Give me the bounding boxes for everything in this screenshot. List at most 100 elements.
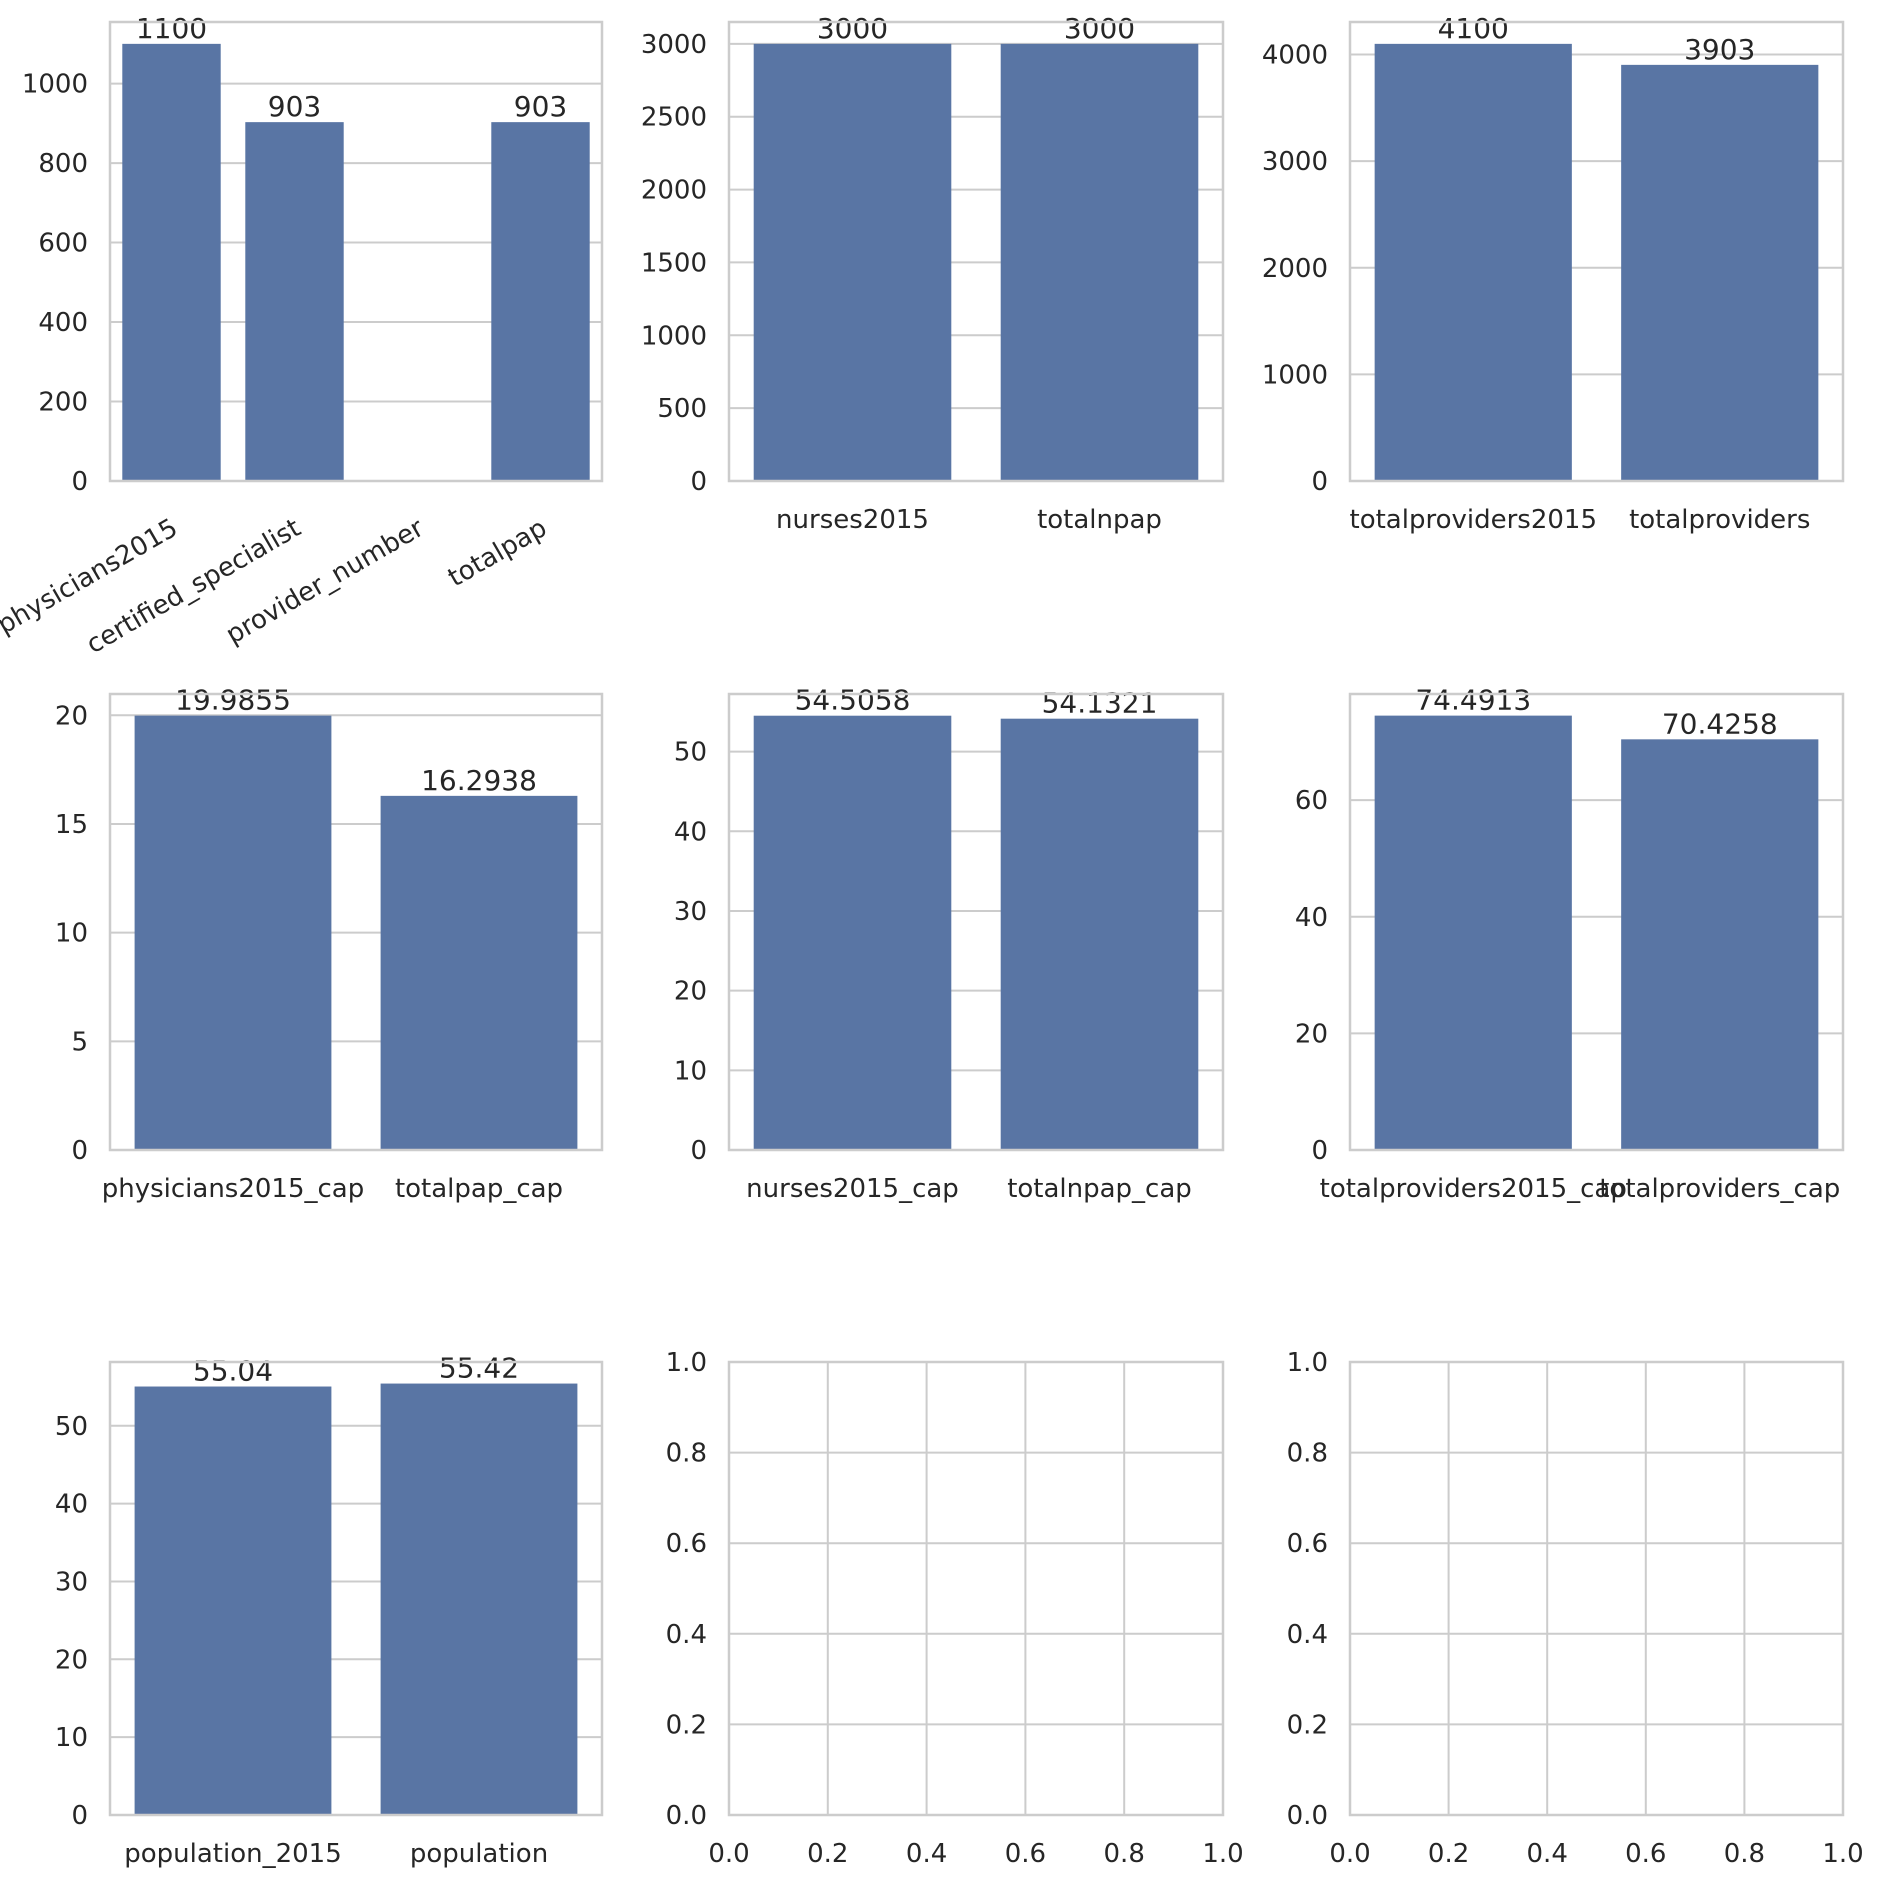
axes-frame bbox=[1348, 692, 1845, 1152]
y-tick-label: 2000 bbox=[641, 176, 707, 206]
bar bbox=[134, 1386, 332, 1815]
y-tick-label: 20 bbox=[55, 1645, 88, 1675]
subplot-9: 0.0 0.2 0.4 0.6 0.8 1.0 0.0 0.2 0.4 0.6 0.8 1.0 bbox=[1287, 1348, 1864, 1869]
bar bbox=[1374, 43, 1572, 481]
x-tick-label: certified_specialist bbox=[81, 513, 306, 660]
bar-value-label: 903 bbox=[514, 90, 567, 123]
y-tick-label: 30 bbox=[55, 1567, 88, 1597]
x-tick-label: totalnpap bbox=[1037, 505, 1162, 535]
y-tick-label: 2000 bbox=[1262, 254, 1328, 284]
x-tick-label: 0.4 bbox=[1527, 1839, 1568, 1869]
subplot-1: 020040060080010001100physicians2015903ce… bbox=[0, 12, 604, 660]
x-tick-label: totalproviders2015 bbox=[1350, 505, 1598, 535]
y-tick-label: 0.4 bbox=[1287, 1620, 1328, 1650]
x-tick-label: totalproviders2015_cap bbox=[1320, 1174, 1627, 1204]
x-tick-label: 0.8 bbox=[1724, 1839, 1765, 1869]
axes-frame bbox=[108, 1360, 604, 1817]
bar bbox=[753, 715, 952, 1150]
bar-value-label: 3903 bbox=[1684, 33, 1755, 66]
y-tick-label: 10 bbox=[55, 919, 88, 949]
x-tick-label: totalnpap_cap bbox=[1007, 1174, 1192, 1204]
subplot-3: 0 1000 2000 3000 4000 4100 totalproviders2015 3… bbox=[1262, 12, 1845, 535]
y-tick-label: 60 bbox=[1295, 786, 1328, 816]
axes-frame bbox=[108, 692, 604, 1152]
x-tick-label: 0.0 bbox=[708, 1839, 749, 1869]
x-tick-label: totalpap bbox=[443, 513, 552, 593]
y-tick-label: 0 bbox=[71, 1801, 88, 1831]
bar-value-label: 70.4258 bbox=[1662, 707, 1778, 740]
y-tick-label: 800 bbox=[38, 149, 88, 179]
y-tick-label: 1.0 bbox=[1287, 1348, 1328, 1378]
subplot-4: 0 5 10 15 20 19.9855 physicians2015_cap 16.2938… bbox=[55, 684, 604, 1204]
y-tick-label: 50 bbox=[674, 738, 707, 768]
y-tick-label: 20 bbox=[674, 977, 707, 1007]
bar-value-label: 55.42 bbox=[439, 1352, 519, 1385]
y-tick-label: 40 bbox=[674, 817, 707, 847]
y-tick-label: 1500 bbox=[641, 248, 707, 278]
y-tick-label: 200 bbox=[38, 388, 88, 418]
x-tick-label: physicians2015_cap bbox=[102, 1174, 365, 1204]
y-tick-label: 30 bbox=[674, 897, 707, 927]
y-tick-label: 400 bbox=[38, 308, 88, 338]
y-tick-label: 0.4 bbox=[666, 1620, 707, 1650]
x-tick-label: nurses2015 bbox=[776, 505, 929, 535]
bar bbox=[122, 43, 221, 481]
y-tick-label: 15 bbox=[55, 810, 88, 840]
y-tick-label: 0.8 bbox=[666, 1439, 707, 1469]
y-tick-label: 10 bbox=[674, 1056, 707, 1086]
bar-value-label: 54.5058 bbox=[795, 684, 911, 717]
subplot-8: 0.0 0.2 0.4 0.6 0.8 1.0 0.0 0.2 0.4 0.6 0.8 1.0 bbox=[666, 1348, 1244, 1869]
axes-frame bbox=[1348, 1360, 1845, 1817]
y-tick-label: 0.6 bbox=[1287, 1529, 1328, 1559]
bar bbox=[380, 795, 578, 1150]
bar-value-label: 1100 bbox=[136, 12, 207, 45]
x-tick-label: 0.0 bbox=[1329, 1839, 1370, 1869]
x-tick-label: population bbox=[410, 1839, 548, 1869]
axes-frame bbox=[108, 20, 604, 483]
x-tick-label: 0.6 bbox=[1005, 1839, 1046, 1869]
x-tick-label: totalproviders bbox=[1629, 505, 1810, 535]
y-tick-label: 0.0 bbox=[666, 1801, 707, 1831]
bar-value-label: 3000 bbox=[1064, 12, 1135, 45]
y-tick-label: 5 bbox=[71, 1027, 88, 1057]
y-tick-label: 20 bbox=[55, 701, 88, 731]
y-tick-label: 0.2 bbox=[666, 1710, 707, 1740]
bar-value-label: 3000 bbox=[817, 12, 888, 45]
bar-value-label: 54.1321 bbox=[1042, 687, 1158, 720]
y-tick-label: 1000 bbox=[22, 70, 88, 100]
y-tick-label: 3000 bbox=[1262, 147, 1328, 177]
x-tick-label: population_2015 bbox=[124, 1839, 342, 1869]
y-tick-label: 0.2 bbox=[1287, 1710, 1328, 1740]
y-tick-label: 40 bbox=[55, 1490, 88, 1520]
bar bbox=[380, 1383, 578, 1815]
y-tick-label: 0.0 bbox=[1287, 1801, 1328, 1831]
bar bbox=[491, 122, 590, 482]
y-tick-label: 2500 bbox=[641, 103, 707, 133]
y-tick-label: 10 bbox=[55, 1723, 88, 1753]
bar bbox=[134, 715, 332, 1150]
bar bbox=[1000, 43, 1199, 481]
y-tick-label: 1.0 bbox=[666, 1348, 707, 1378]
bar bbox=[1000, 718, 1199, 1150]
y-tick-label: 0 bbox=[71, 1136, 88, 1166]
bar bbox=[1374, 715, 1572, 1150]
y-tick-label: 0 bbox=[690, 467, 707, 497]
y-tick-label: 1000 bbox=[1262, 360, 1328, 390]
x-tick-label: 0.4 bbox=[906, 1839, 947, 1869]
y-tick-label: 500 bbox=[657, 394, 707, 424]
x-tick-label: 0.2 bbox=[1428, 1839, 1469, 1869]
y-tick-label: 4000 bbox=[1262, 41, 1328, 71]
y-tick-label: 1000 bbox=[641, 321, 707, 351]
x-tick-label: 0.2 bbox=[807, 1839, 848, 1869]
bar bbox=[1621, 64, 1819, 481]
subplot-7: 0 10 20 30 40 50 55.04 population_2015 55.42 popu… bbox=[55, 1352, 604, 1869]
axes-frame bbox=[727, 692, 1225, 1152]
x-tick-label: 1.0 bbox=[1822, 1839, 1863, 1869]
y-tick-label: 0 bbox=[1311, 1136, 1328, 1166]
x-tick-label: nurses2015_cap bbox=[746, 1174, 959, 1204]
y-tick-label: 600 bbox=[38, 229, 88, 259]
subplot-2: 0 500 1000 1500 2000 2500 3000 3000 nurses2015 30… bbox=[641, 12, 1225, 535]
y-tick-label: 0 bbox=[690, 1136, 707, 1166]
axes-frame bbox=[727, 1360, 1225, 1817]
